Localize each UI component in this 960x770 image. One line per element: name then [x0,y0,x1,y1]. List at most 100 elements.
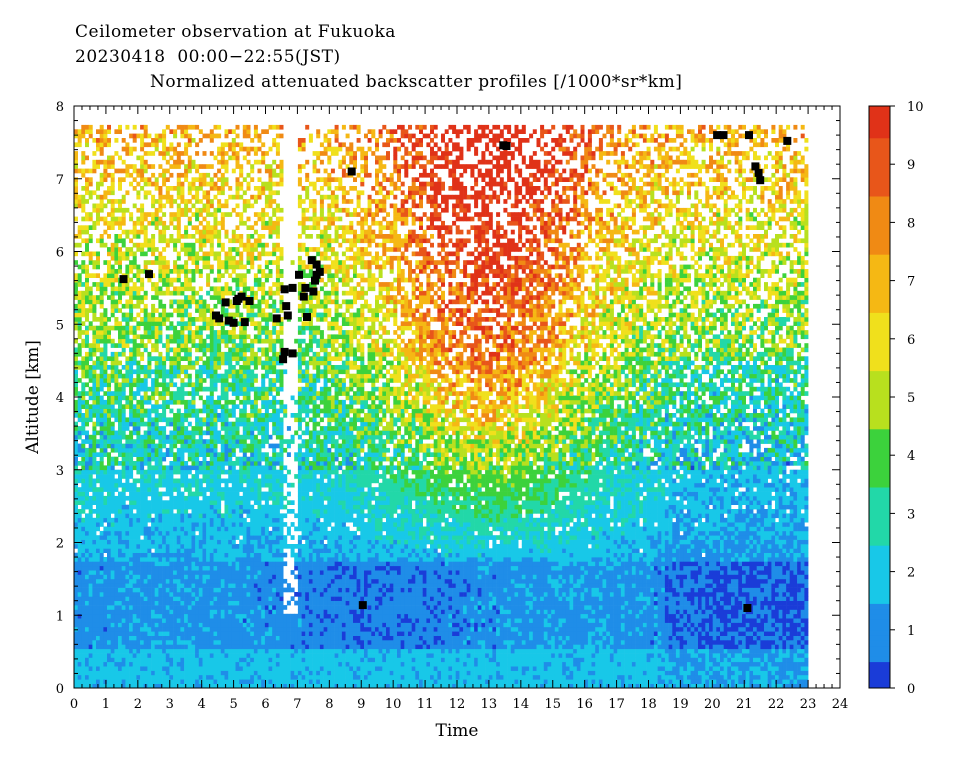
heat-cell [192,592,196,597]
heat-cell [78,553,82,558]
heat-cell [100,173,104,178]
heat-cell [111,204,115,209]
heat-cell [81,369,85,374]
heat-cell [173,644,177,649]
heat-cell [195,348,199,353]
heat-cell [221,487,225,492]
heat-cell [243,492,247,497]
heat-cell [118,513,122,518]
heat-cell [74,483,78,488]
heat-cell [180,522,184,527]
heat-cell [103,596,107,601]
heat-cell [236,487,240,492]
heat-cell [169,269,173,274]
heat-cell [236,361,240,366]
heat-cell [122,623,126,628]
heat-cell [221,142,225,147]
heat-cell [85,679,89,684]
heat-cell [151,671,155,676]
heat-cell [214,452,218,457]
heat-cell [111,470,115,475]
heat-cell [129,444,133,449]
heat-cell [147,609,151,614]
heat-cell [236,618,240,623]
heat-cell [85,609,89,614]
heat-cell [169,282,173,287]
heat-cell [140,596,144,601]
heat-cell [155,570,159,575]
heat-cell [228,448,232,453]
heat-cell [133,522,137,527]
heat-cell [89,304,93,309]
heat-cell [89,649,93,654]
heat-cell [129,513,133,518]
heat-cell [140,531,144,536]
heat-cell [129,627,133,632]
heat-cell [100,605,104,610]
heat-cell [169,592,173,597]
heat-cell [236,553,240,558]
heat-cell [225,134,229,139]
heat-cell [225,409,229,414]
heat-cell [217,352,221,357]
heat-cell [103,561,107,566]
heat-cell [203,238,207,243]
heat-cell [129,605,133,610]
heat-cell [122,461,126,466]
heat-cell [188,588,192,593]
heat-cell [155,334,159,339]
heat-cell [243,396,247,401]
heat-cell [107,435,111,440]
heat-cell [151,295,155,300]
heat-cell [243,640,247,645]
heat-cell [239,627,243,632]
heat-cell [195,439,199,444]
heat-cell [129,544,133,549]
heat-cell [184,518,188,523]
heat-cell [217,378,221,383]
heat-cell [188,662,192,667]
heat-cell [96,527,100,532]
heat-cell [144,217,148,222]
heat-cell [100,195,104,200]
heat-cell [144,409,148,414]
heat-cell [92,265,96,270]
heat-cell [217,457,221,462]
heat-cell [92,378,96,383]
heat-cell [158,527,162,532]
heat-cell [151,505,155,510]
heat-cell [155,291,159,296]
heat-cell [184,413,188,418]
heat-cell [243,627,247,632]
heat-cell [96,147,100,152]
heat-cell [206,583,210,588]
heat-cell [92,671,96,676]
heat-cell [221,561,225,566]
heat-cell [144,439,148,444]
heat-cell [206,588,210,593]
heat-cell [217,675,221,680]
heat-cell [147,553,151,558]
heat-cell [250,575,254,580]
heat-cell [133,553,137,558]
heat-cell [147,448,151,453]
heat-cell [144,605,148,610]
heat-cell [151,575,155,580]
heat-cell [155,369,159,374]
heat-cell [136,452,140,457]
heat-cell [151,142,155,147]
heat-cell [206,518,210,523]
heat-cell [155,448,159,453]
heat-cell [177,343,181,348]
heat-cell [122,243,126,248]
heat-cell [188,596,192,601]
heat-cell [180,474,184,479]
heat-cell [206,675,210,680]
heat-cell [136,321,140,326]
heat-cell [199,247,203,252]
heat-cell [236,387,240,392]
heat-cell [103,657,107,662]
heat-cell [107,282,111,287]
heat-cell [250,164,254,169]
heat-cell [232,422,236,427]
